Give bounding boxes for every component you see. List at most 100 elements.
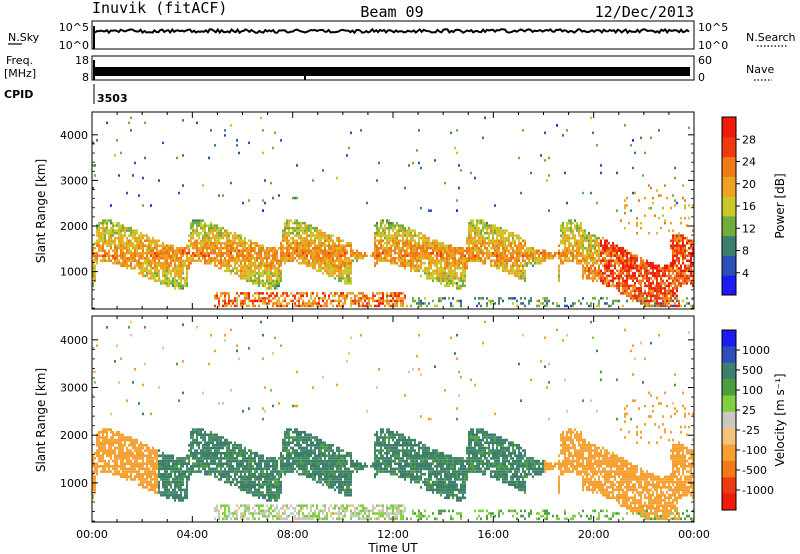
power-cell <box>236 139 238 142</box>
power-cell <box>484 259 486 262</box>
power-cell <box>506 259 508 262</box>
power-cell <box>256 272 258 275</box>
power-colorbar-tick-label: 4 <box>742 267 749 280</box>
power-cell <box>428 269 430 273</box>
power-cell <box>658 284 660 288</box>
power-cell <box>192 244 194 247</box>
power-cell <box>294 219 296 222</box>
power-cell <box>388 236 390 240</box>
power-cell <box>204 252 206 255</box>
power-cell <box>682 236 684 240</box>
power-cell <box>152 252 154 255</box>
power-cell <box>652 279 654 283</box>
power-colorbar-tick-label: 20 <box>742 178 756 191</box>
power-cell <box>668 272 670 275</box>
power-cell <box>646 269 648 273</box>
power-cell <box>338 272 340 275</box>
power-cell <box>672 236 674 240</box>
power-cell <box>182 119 184 122</box>
power-cell <box>384 229 386 232</box>
power-cell <box>560 239 562 242</box>
power-cell <box>254 297 256 300</box>
power-cell <box>320 252 322 255</box>
power-cell <box>196 259 198 262</box>
power-cell <box>514 257 516 260</box>
power-cell <box>524 304 526 308</box>
power-cell <box>684 216 686 220</box>
power-cell <box>350 277 352 280</box>
power-cell <box>216 229 218 232</box>
power-cell <box>636 289 638 293</box>
power-cell <box>154 252 156 255</box>
power-cell <box>112 239 114 242</box>
power-cell <box>570 304 572 308</box>
power-cell <box>410 231 412 235</box>
power-cell <box>194 219 196 222</box>
nsearch-tick-top: 10^5 <box>698 21 728 34</box>
power-cell <box>310 229 312 232</box>
power-cell <box>220 294 222 298</box>
power-cell <box>604 262 606 265</box>
power-cell <box>316 304 318 308</box>
power-cell <box>678 299 680 303</box>
power-cell <box>670 206 672 210</box>
power-cell <box>444 274 446 278</box>
power-cell <box>488 242 490 245</box>
power-cell <box>300 234 302 237</box>
power-cell <box>186 274 188 278</box>
power-cell <box>306 252 308 255</box>
power-cell <box>274 284 276 288</box>
power-cell <box>398 242 400 245</box>
power-cell <box>394 231 396 235</box>
power-cell <box>344 282 346 285</box>
velocity-cell <box>100 436 102 439</box>
power-cell <box>232 236 234 240</box>
power-cell <box>316 247 318 250</box>
power-cell <box>520 269 522 273</box>
power-cell <box>216 264 218 267</box>
power-cell <box>104 252 106 255</box>
power-cell <box>392 299 394 303</box>
power-cell <box>634 264 636 267</box>
power-cell <box>438 254 440 257</box>
power-cell <box>636 267 638 270</box>
power-cell <box>460 299 462 303</box>
power-cell <box>584 254 586 257</box>
power-cell <box>408 234 410 237</box>
power-cell <box>356 294 358 298</box>
power-cell <box>252 249 254 252</box>
power-cell <box>272 272 274 275</box>
power-cell <box>288 244 290 247</box>
power-cell <box>268 267 270 270</box>
power-cell <box>396 244 398 247</box>
power-cell <box>204 226 206 230</box>
power-cell <box>114 252 116 255</box>
power-cell <box>446 284 448 288</box>
power-cell <box>150 247 152 250</box>
power-cell <box>160 254 162 257</box>
power-cell <box>644 151 646 155</box>
power-cell <box>120 151 122 155</box>
power-cell <box>508 231 510 235</box>
power-cell <box>628 267 630 270</box>
power-cell <box>342 262 344 265</box>
power-cell <box>468 224 470 227</box>
power-cell <box>620 249 622 252</box>
power-cell <box>320 259 322 262</box>
power-cell <box>146 236 148 240</box>
power-cell <box>278 299 280 303</box>
power-cell <box>196 231 198 235</box>
power-cell <box>118 244 120 247</box>
power-cell <box>244 294 246 298</box>
power-cell <box>190 236 192 240</box>
power-cell <box>344 267 346 270</box>
power-cell <box>640 274 642 278</box>
power-cell <box>248 252 250 255</box>
power-cell <box>574 302 576 305</box>
power-cell <box>606 297 608 300</box>
power-cell <box>676 257 678 260</box>
power-cell <box>94 164 96 167</box>
power-cell <box>320 269 322 273</box>
power-cell <box>464 259 466 262</box>
power-cell <box>582 254 584 257</box>
